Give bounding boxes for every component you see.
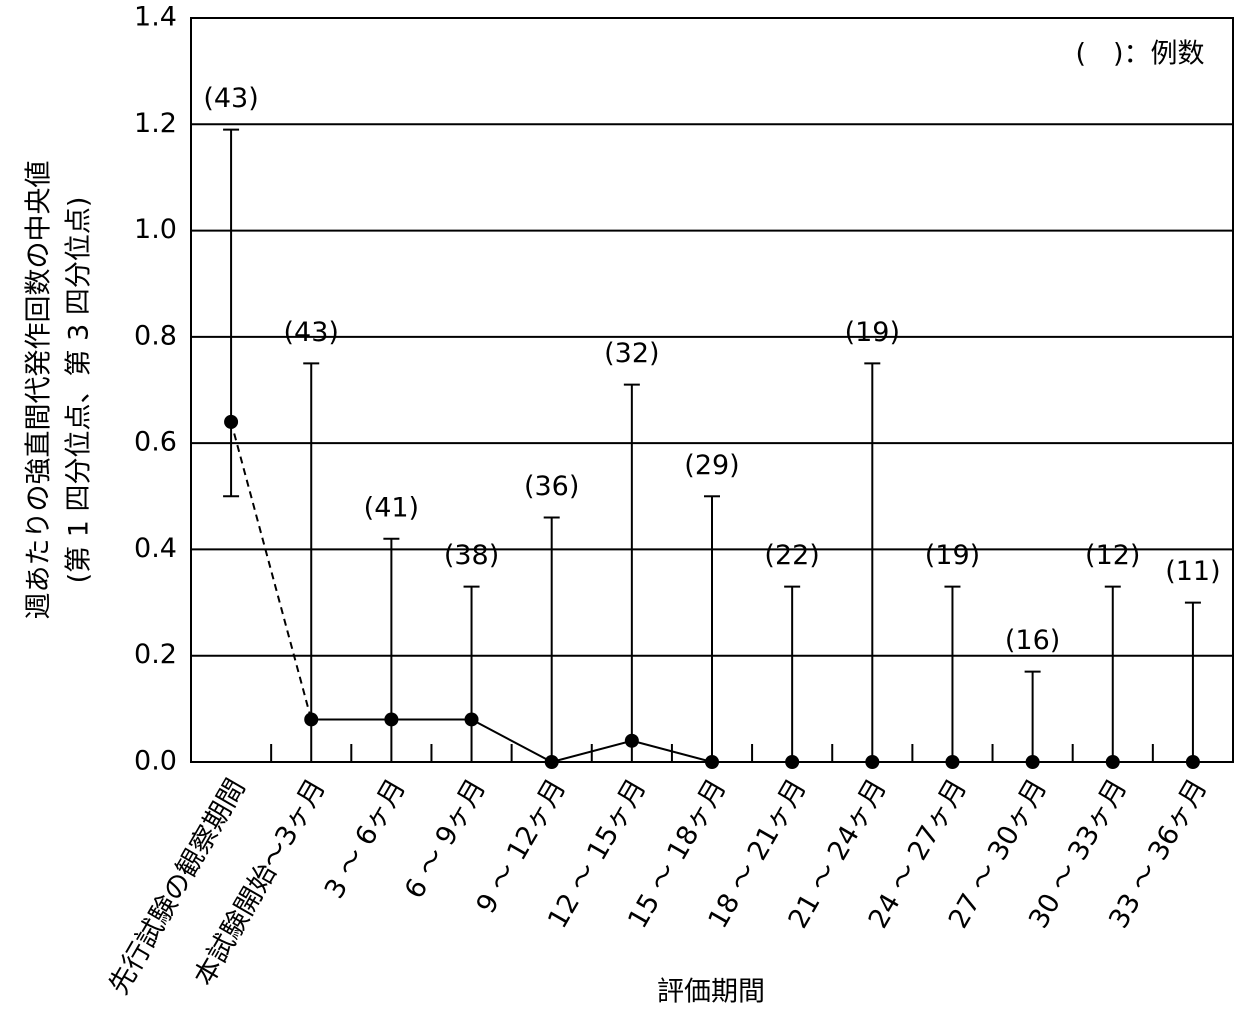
count-label: (41) — [364, 492, 419, 523]
count-label: (22) — [764, 540, 819, 571]
y-tick-label: 0.4 — [134, 533, 177, 564]
median-point — [865, 755, 880, 769]
median-point — [464, 712, 479, 727]
median-point — [705, 755, 719, 769]
count-label: (38) — [444, 540, 499, 571]
y-tick-label: 0.2 — [134, 639, 177, 670]
count-label: (19) — [925, 540, 980, 571]
count-label: (16) — [1005, 625, 1060, 656]
y-axis-title: 週あたりの強直間代発作回数の中央値 — [24, 161, 55, 620]
median-point — [1185, 755, 1200, 769]
y-tick-label: 0.6 — [134, 427, 177, 458]
y-axis-title: (第 1 四分位点、第 3 四分位点) — [64, 197, 95, 584]
count-label: (43) — [284, 317, 339, 348]
median-point — [1105, 755, 1120, 769]
count-label: (29) — [684, 450, 739, 481]
count-label: (36) — [524, 471, 579, 502]
x-axis-title: 評価期間 — [657, 977, 765, 1008]
median-line-dashed — [230, 421, 313, 720]
median-point — [224, 414, 239, 429]
annotation: ( )：例数 — [1075, 39, 1204, 70]
count-label: (32) — [604, 338, 659, 369]
count-label: (43) — [203, 83, 258, 114]
y-tick-label: 1.4 — [134, 2, 177, 33]
count-label: (11) — [1165, 556, 1220, 587]
count-label: (12) — [1085, 540, 1140, 571]
y-tick-label: 0.8 — [134, 320, 177, 351]
y-tick-label: 1.2 — [134, 108, 177, 139]
y-tick-label: 1.0 — [134, 214, 177, 245]
median-point — [1025, 755, 1040, 769]
median-point — [384, 712, 399, 727]
median-point — [304, 712, 319, 727]
median-point — [785, 755, 800, 769]
median-line — [311, 718, 1193, 764]
count-label: (19) — [845, 317, 900, 348]
x-tick-label: 3 ～ 6ヶ月 — [319, 774, 412, 904]
median-point — [624, 733, 639, 748]
median-point — [544, 755, 559, 769]
x-tick-label: 6 ～ 9ヶ月 — [399, 774, 492, 904]
y-tick-label: 0.0 — [134, 746, 177, 777]
median-point — [945, 755, 960, 769]
